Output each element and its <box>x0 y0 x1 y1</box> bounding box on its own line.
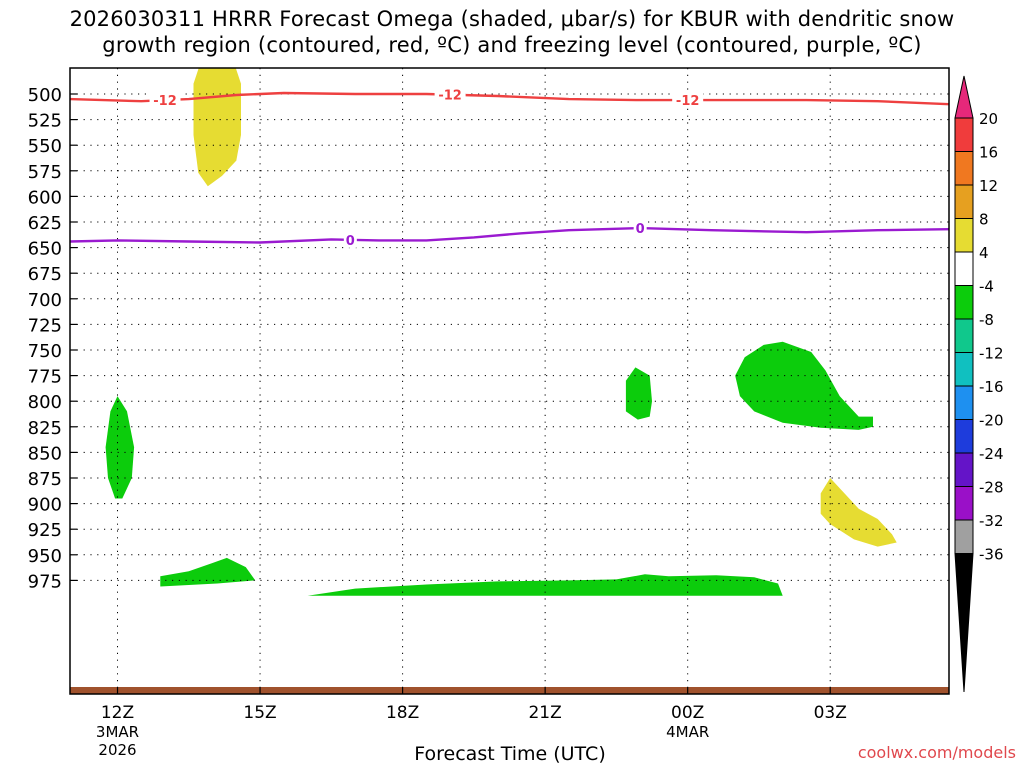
plot-frame <box>69 67 950 695</box>
x-tick-label-15Z: 15Z <box>243 703 276 723</box>
colorbar-label-7: -8 <box>979 311 994 329</box>
x-tick-label-18Z: 18Z <box>386 703 419 723</box>
y-tick-label-750: 750 <box>28 341 62 362</box>
shaded-region-2 <box>105 396 135 499</box>
contour-label-1-1: -12 <box>153 94 177 109</box>
colorbar-swatch-4 <box>954 218 974 253</box>
contour-label-bg-1-1 <box>149 92 181 109</box>
x-axis-label: Forecast Time (UTC) <box>414 743 606 765</box>
colorbar-label-11: -24 <box>979 445 1004 463</box>
shaded-region-6 <box>160 557 256 587</box>
contour-line-2 <box>70 226 949 244</box>
shaded-region-1 <box>193 68 241 187</box>
colorbar-label-9: -16 <box>979 378 1004 396</box>
y-tick-label-800: 800 <box>28 392 62 413</box>
contour-layer: -12 -12 -12 0 0 <box>70 86 949 249</box>
colorbar-label-1: 20 <box>979 110 998 128</box>
x-date-label-12Z: 3MAR <box>96 723 139 741</box>
colorbar-label-14: -36 <box>979 546 1004 564</box>
contour-label-1-2: -12 <box>438 89 462 104</box>
colorbar-label-10: -20 <box>979 412 1004 430</box>
colorbar-label-12: -28 <box>979 479 1004 497</box>
colorbar-swatch-12 <box>954 486 974 521</box>
y-axis: 500 525 550 575 600 625 650 675 700 725 750 775 800 8… <box>28 85 77 592</box>
y-tick-label-775: 775 <box>28 367 62 388</box>
colorbar-swatch-3 <box>954 184 974 219</box>
contour-label-bg-2-2 <box>633 220 647 237</box>
y-tick-label-575: 575 <box>28 162 62 183</box>
y-tick-label-625: 625 <box>28 213 62 234</box>
shaded-region-3 <box>625 367 652 420</box>
y-tick-label-700: 700 <box>28 290 62 311</box>
omega-shading-layer <box>105 68 897 596</box>
colorbar-label-6: -4 <box>979 278 994 296</box>
y-tick-label-725: 725 <box>28 315 62 336</box>
y-tick-label-825: 825 <box>28 418 62 439</box>
colorbar-bottom-triangle <box>954 553 974 693</box>
contour-label-2-2: 0 <box>636 222 645 237</box>
colorbar-swatch-1 <box>954 117 974 152</box>
shaded-region-5 <box>820 478 897 547</box>
colorbar-label-2: 16 <box>979 144 998 162</box>
colorbar-swatch-8 <box>954 352 974 387</box>
y-tick-label-600: 600 <box>28 187 62 208</box>
contour-label-bg-1-2 <box>434 86 466 103</box>
colorbar-label-3: 12 <box>979 177 998 195</box>
y-tick-label-525: 525 <box>28 111 62 132</box>
y-tick-label-925: 925 <box>28 520 62 541</box>
y-tick-label-500: 500 <box>28 85 62 106</box>
ground-layer <box>70 687 949 694</box>
ground-surface <box>70 687 949 694</box>
chart-title-line2: growth region (contoured, red, ºC) and f… <box>102 33 922 57</box>
x-year-label-12Z: 2026 <box>98 741 136 759</box>
y-tick-label-900: 900 <box>28 495 62 516</box>
y-tick-label-850: 850 <box>28 443 62 464</box>
colorbar-label-5: 4 <box>979 244 989 262</box>
colorbar-swatch-6 <box>954 285 974 320</box>
chart-title-line1: 2026030311 HRRR Forecast Omega (shaded, … <box>69 7 955 31</box>
colorbar-label-8: -12 <box>979 345 1004 363</box>
colorbar-swatch-7 <box>954 318 974 353</box>
y-tick-label-550: 550 <box>28 136 62 157</box>
colorbar-swatch-11 <box>954 452 974 487</box>
colorbar-swatch-13 <box>954 519 974 554</box>
colorbar-swatch-5 <box>954 251 974 286</box>
colorbar-swatch-9 <box>954 385 974 420</box>
colorbar-swatch-10 <box>954 419 974 454</box>
shaded-region-4 <box>735 341 873 430</box>
y-tick-label-675: 675 <box>28 264 62 285</box>
colorbar-swatch-2 <box>954 151 974 186</box>
y-tick-label-950: 950 <box>28 546 62 567</box>
contour-label-1-3: -12 <box>676 94 700 109</box>
contour-label-bg-2-1 <box>343 231 357 248</box>
contour-label-bg-1-3 <box>672 92 704 109</box>
x-tick-label-12Z: 12Z <box>101 703 134 723</box>
y-tick-label-650: 650 <box>28 239 62 260</box>
colorbar-label-13: -32 <box>979 512 1004 530</box>
x-tick-label-03Z: 03Z <box>814 703 847 723</box>
y-tick-label-875: 875 <box>28 469 62 490</box>
y-tick-label-975: 975 <box>28 571 62 592</box>
grid-layer <box>70 68 949 694</box>
x-tick-label-21Z: 21Z <box>528 703 561 723</box>
colorbar-label-4: 8 <box>979 211 989 229</box>
colorbar: 20 16 12 8 4 -4 -8 -12 -16 -20 -24 -28 -32 -36 <box>954 75 1004 693</box>
credit-link[interactable]: coolwx.com/models <box>857 743 1016 762</box>
colorbar-top-triangle <box>954 75 974 119</box>
x-date-label-00Z: 4MAR <box>666 723 709 741</box>
contour-label-2-1: 0 <box>346 234 355 249</box>
x-tick-label-00Z: 00Z <box>671 703 704 723</box>
